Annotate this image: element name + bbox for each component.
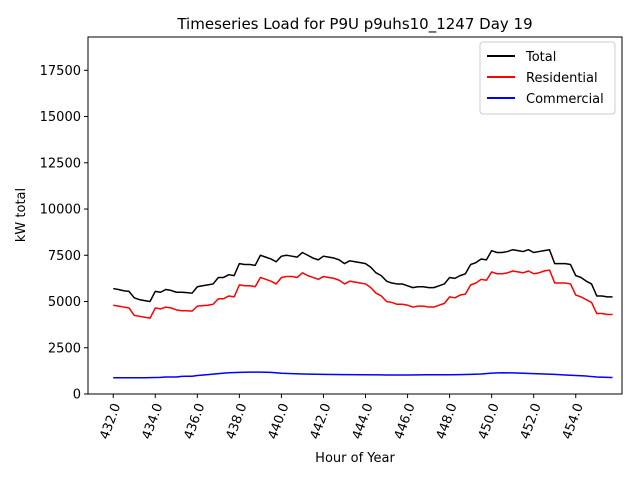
y-axis-ticks: 0 2500 5000 7500 10000 12500 15000 17500 <box>40 64 88 403</box>
y-tick-label: 7500 <box>48 249 81 264</box>
y-tick-label: 5000 <box>48 295 81 310</box>
legend: Total Residential Commercial <box>479 41 616 115</box>
legend-label-total: Total <box>525 50 556 65</box>
y-axis-label: kW total <box>14 188 29 242</box>
series-line-residential <box>113 269 613 319</box>
series-line-commercial <box>113 371 613 379</box>
plot-area-frame <box>87 36 623 395</box>
y-tick-label: 17500 <box>40 64 81 79</box>
legend-box <box>479 41 616 115</box>
y-tick-label: 12500 <box>40 156 81 171</box>
series-layer <box>113 248 613 379</box>
chart-title: Timeseries Load for P9U p9uhs10_1247 Day… <box>176 15 532 34</box>
y-tick-label: 15000 <box>40 110 81 125</box>
y-tick-label: 0 <box>73 388 81 403</box>
legend-label-residential: Residential <box>526 71 598 86</box>
y-tick-label: 2500 <box>48 341 81 356</box>
series-line-total <box>113 248 613 303</box>
x-axis-label: Hour of Year <box>315 451 395 466</box>
y-tick-label: 10000 <box>40 203 81 218</box>
legend-label-commercial: Commercial <box>526 92 604 107</box>
